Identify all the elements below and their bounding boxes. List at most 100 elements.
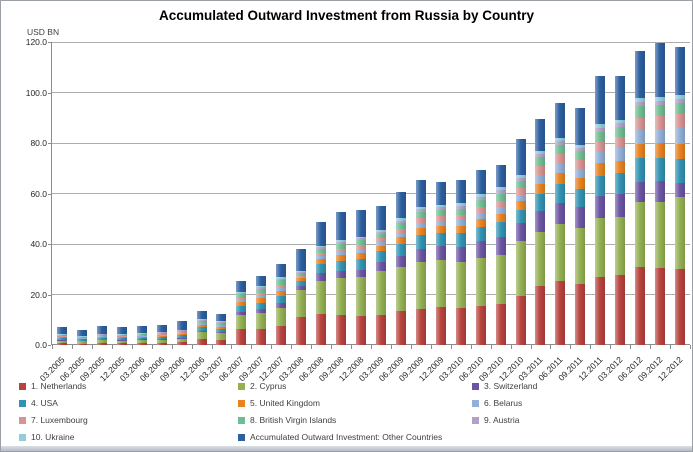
bar-segment-switzerland bbox=[555, 202, 566, 225]
bar-segment-luxembourg bbox=[375, 238, 386, 243]
bar-segment-ukraine bbox=[595, 124, 606, 128]
bar-segment-austria bbox=[256, 287, 267, 289]
x-axis-line bbox=[51, 344, 690, 345]
bar-segment-austria bbox=[236, 292, 247, 295]
legend-swatch bbox=[238, 399, 245, 407]
bar-segment-united-kingdom bbox=[595, 162, 606, 176]
bar-segment-luxembourg bbox=[635, 117, 646, 130]
bar-segment-switzerland bbox=[136, 339, 147, 340]
bar-segment-united-kingdom bbox=[415, 227, 426, 236]
bar-segment-other-countries bbox=[296, 248, 307, 271]
x-axis-tick bbox=[291, 345, 293, 349]
bar-segment-switzerland bbox=[535, 211, 546, 233]
bar-segment-other-countries bbox=[156, 324, 167, 333]
bar-segment-usa bbox=[535, 194, 546, 212]
bar-segment-netherlands bbox=[236, 329, 247, 345]
bar-segment-switzerland bbox=[455, 246, 466, 262]
bar-segment-other-countries bbox=[176, 321, 187, 330]
bar-segment-ukraine bbox=[296, 270, 307, 272]
bar-segment-netherlands bbox=[595, 277, 606, 345]
bar-segment-other-countries bbox=[236, 280, 247, 292]
bar-segment-united-kingdom bbox=[615, 160, 626, 174]
bar-segment-luxembourg bbox=[415, 218, 426, 223]
bar-segment-netherlands bbox=[56, 343, 67, 345]
bar-segment-british-virgin-islands bbox=[116, 334, 127, 336]
bar-segment-ukraine bbox=[256, 286, 267, 288]
bar-segment-netherlands bbox=[296, 317, 307, 345]
bar-segment-other-countries bbox=[336, 212, 347, 241]
bar-segment-cyprus bbox=[575, 228, 586, 284]
bar-segment-belarus bbox=[356, 248, 367, 253]
bar-segment-cyprus bbox=[356, 276, 367, 317]
gridline bbox=[52, 41, 690, 43]
bar-segment-usa bbox=[356, 258, 367, 271]
bar-segment-other-countries bbox=[635, 50, 646, 99]
bar-segment-belarus bbox=[515, 194, 526, 202]
bar-segment-united-kingdom bbox=[156, 335, 167, 337]
bar-segment-cyprus bbox=[156, 339, 167, 344]
x-axis-tick bbox=[510, 345, 512, 349]
y-axis-tick bbox=[48, 244, 51, 245]
bar-segment-usa bbox=[515, 209, 526, 224]
bar-segment-belarus bbox=[395, 232, 406, 238]
legend-label: 9. Austria bbox=[484, 415, 520, 425]
bar-segment-british-virgin-islands bbox=[495, 193, 506, 202]
legend-item-usa: 4. USA bbox=[19, 398, 58, 408]
bar-segment-cyprus bbox=[415, 262, 426, 309]
bar-segment-belarus bbox=[555, 162, 566, 173]
bar-segment-ukraine bbox=[316, 245, 327, 248]
bar-segment-austria bbox=[435, 207, 446, 211]
bar-segment-switzerland bbox=[176, 337, 187, 339]
y-axis-tick-label: 0.0 bbox=[35, 340, 47, 350]
bar-segment-austria bbox=[176, 329, 187, 331]
bar-segment-other-countries bbox=[415, 179, 426, 207]
bar-segment-united-kingdom bbox=[635, 143, 646, 159]
bar-segment-belarus bbox=[236, 299, 247, 303]
y-axis-tick bbox=[48, 143, 51, 144]
bar-segment-british-virgin-islands bbox=[395, 223, 406, 229]
bar-segment-switzerland bbox=[495, 236, 506, 255]
bar-segment-austria bbox=[336, 241, 347, 245]
bar-segment-usa bbox=[675, 158, 686, 184]
bar-segment-switzerland bbox=[296, 285, 307, 291]
bar-segment-luxembourg bbox=[535, 166, 546, 175]
bar-segment-cyprus bbox=[375, 271, 386, 316]
bar-segment-austria bbox=[575, 147, 586, 152]
bar-segment-belarus bbox=[595, 151, 606, 163]
x-axis-tick bbox=[590, 345, 592, 349]
x-axis-tick bbox=[52, 345, 53, 349]
bar-segment-united-kingdom bbox=[96, 336, 107, 339]
chart-title: Accumulated Outward Investment from Russ… bbox=[158, 8, 535, 23]
bar-segment-belarus bbox=[375, 241, 386, 246]
bar-segment-belarus bbox=[635, 129, 646, 144]
x-axis-tick bbox=[211, 345, 213, 349]
bar-segment-netherlands bbox=[415, 308, 426, 346]
bar-segment-united-kingdom bbox=[535, 183, 546, 195]
bar-segment-belarus bbox=[675, 127, 686, 145]
bar-segment-austria bbox=[316, 247, 327, 250]
bar-segment-other-countries bbox=[196, 310, 207, 320]
x-axis-tick bbox=[171, 345, 173, 349]
bar-segment-other-countries bbox=[76, 330, 87, 337]
bar-segment-british-virgin-islands bbox=[435, 210, 446, 217]
bar-segment-british-virgin-islands bbox=[375, 233, 386, 239]
x-axis-tick bbox=[630, 345, 632, 349]
bar-segment-cyprus bbox=[475, 257, 486, 307]
bar-segment-cyprus bbox=[116, 340, 127, 344]
bar-segment-switzerland bbox=[655, 181, 666, 202]
legend-label: 4. USA bbox=[31, 398, 58, 408]
bar-segment-luxembourg bbox=[455, 215, 466, 221]
bar-segment-united-kingdom bbox=[236, 302, 247, 307]
bar-segment-british-virgin-islands bbox=[356, 240, 367, 246]
bar-segment-usa bbox=[236, 306, 247, 313]
bar-segment-british-virgin-islands bbox=[455, 208, 466, 216]
bar-segment-british-virgin-islands bbox=[415, 212, 426, 219]
bar-segment-austria bbox=[415, 209, 426, 213]
bar-segment-other-countries bbox=[216, 313, 227, 322]
legend-swatch bbox=[472, 382, 479, 390]
gridline bbox=[52, 92, 690, 93]
bar-segment-british-virgin-islands bbox=[296, 273, 307, 276]
bar-segment-switzerland bbox=[615, 194, 626, 218]
x-axis-tick bbox=[371, 345, 372, 349]
bar-segment-cyprus bbox=[96, 340, 107, 344]
